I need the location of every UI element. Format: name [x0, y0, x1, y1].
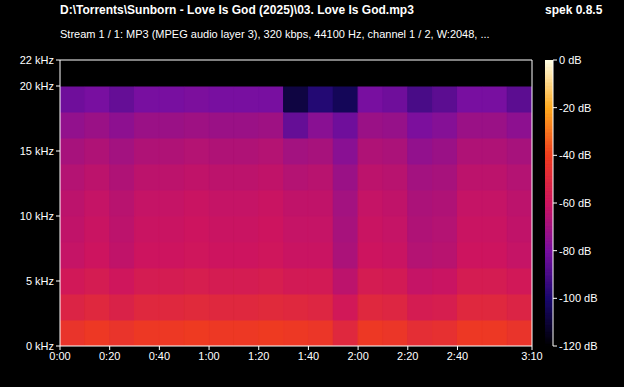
svg-text:3:10: 3:10	[521, 350, 542, 362]
svg-text:22 kHz: 22 kHz	[20, 54, 54, 66]
svg-text:1:20: 1:20	[248, 350, 269, 362]
svg-text:10 kHz: 10 kHz	[20, 210, 54, 222]
html-text:Stream 1 / 1: MP3 (MPEG audio: Stream 1 / 1: MP3 (MPEG audio layer 3), …	[60, 28, 490, 40]
svg-text:-20 dB: -20 dB	[559, 102, 591, 114]
html-text:spek 0.8.5: spek 0.8.5	[545, 3, 603, 17]
svg-text:2:40: 2:40	[447, 350, 468, 362]
svg-text:0:40: 0:40	[149, 350, 170, 362]
svg-text:0 kHz: 0 kHz	[26, 340, 54, 352]
svg-text:1:00: 1:00	[198, 350, 219, 362]
svg-text:-100 dB: -100 dB	[559, 292, 598, 304]
svg-text:-120 dB: -120 dB	[559, 340, 598, 352]
svg-text:5 kHz: 5 kHz	[26, 275, 54, 287]
html-text:D:\Torrents\Sunborn - Love Is: D:\Torrents\Sunborn - Love Is God (2025)…	[60, 3, 414, 17]
svg-text:20 kHz: 20 kHz	[20, 80, 54, 92]
svg-text:2:20: 2:20	[397, 350, 418, 362]
svg-text:-40 dB: -40 dB	[559, 149, 591, 161]
svg-text:-60 dB: -60 dB	[559, 197, 591, 209]
svg-text:0 dB: 0 dB	[559, 54, 582, 66]
svg-text:15 kHz: 15 kHz	[20, 145, 54, 157]
svg-text:-80 dB: -80 dB	[559, 245, 591, 257]
svg-text:2:00: 2:00	[347, 350, 368, 362]
svg-text:1:40: 1:40	[298, 350, 319, 362]
svg-text:0:00: 0:00	[49, 349, 71, 362]
svg-text:0:20: 0:20	[99, 350, 120, 362]
